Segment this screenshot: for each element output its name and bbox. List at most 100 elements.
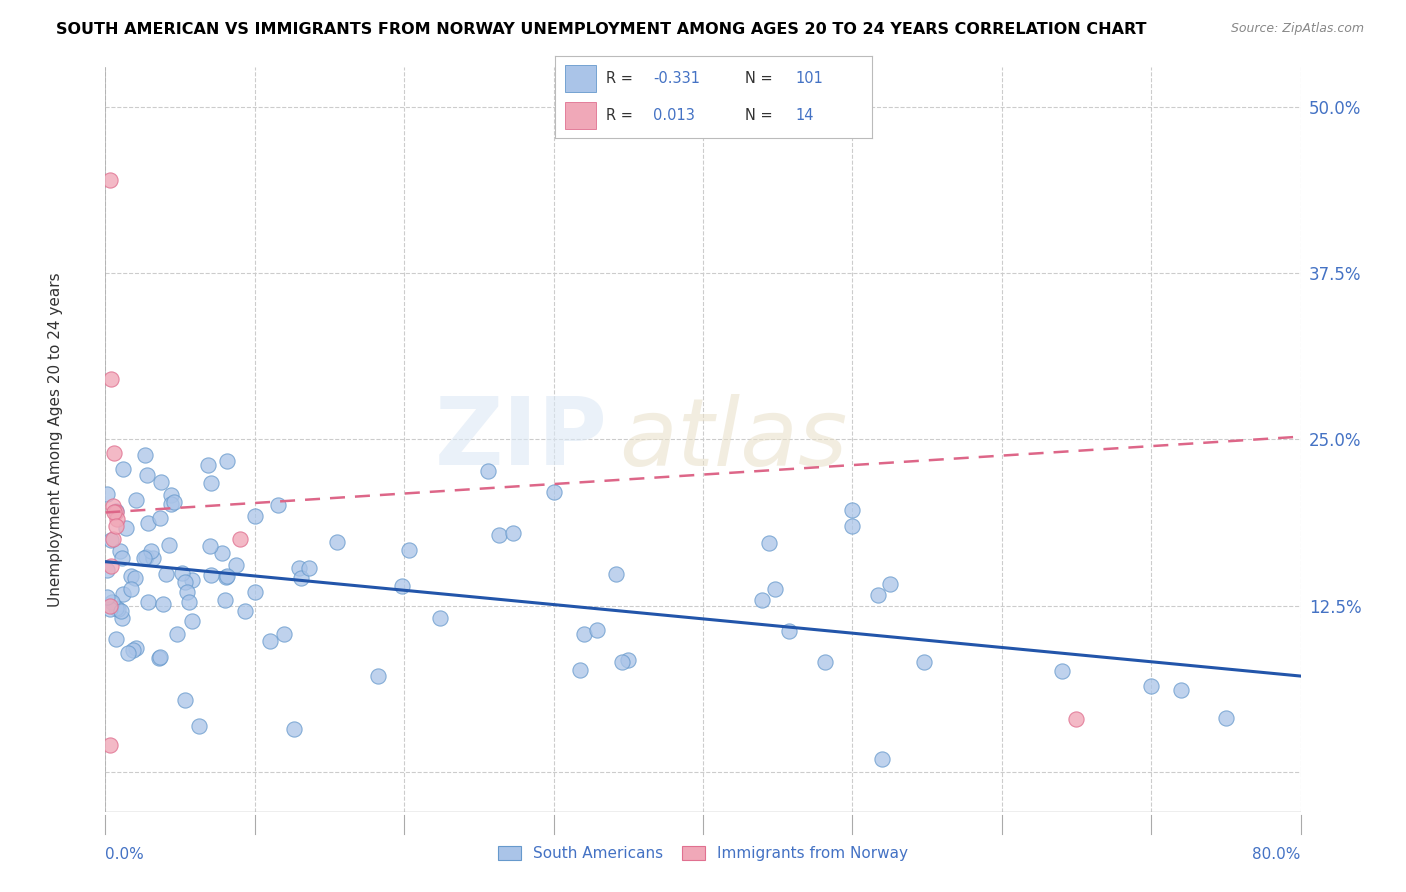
Point — [136, 468, 159, 483]
Text: 0.0%: 0.0% — [105, 847, 145, 863]
Point — [502, 525, 524, 540]
Point — [149, 510, 172, 524]
Point — [104, 518, 127, 533]
Point — [110, 604, 132, 618]
Point — [173, 693, 195, 707]
Point — [101, 594, 124, 608]
Point — [121, 569, 143, 583]
Bar — [565, 103, 596, 129]
Point — [172, 566, 194, 580]
Point — [96, 562, 118, 576]
Point — [197, 458, 219, 472]
Point — [105, 504, 128, 518]
Text: ZIP: ZIP — [434, 393, 607, 485]
Point — [141, 544, 163, 558]
Text: 101: 101 — [796, 71, 824, 87]
Point — [225, 558, 247, 572]
Point — [142, 550, 165, 565]
Point — [134, 448, 156, 462]
Point — [111, 462, 134, 476]
Point — [100, 533, 122, 547]
Point — [778, 624, 800, 639]
Point — [149, 649, 172, 664]
Point — [115, 521, 138, 535]
Point — [152, 597, 174, 611]
Bar — [565, 65, 596, 92]
Point — [176, 584, 198, 599]
Point — [157, 538, 180, 552]
Point — [163, 495, 186, 509]
Point — [1050, 664, 1073, 678]
Point — [297, 561, 319, 575]
Point — [166, 627, 188, 641]
Text: 0.013: 0.013 — [654, 108, 696, 123]
Point — [267, 498, 290, 512]
Point — [107, 512, 129, 526]
Point — [200, 476, 222, 491]
Point — [117, 646, 139, 660]
Point — [136, 516, 159, 530]
Text: Unemployment Among Ages 20 to 24 years: Unemployment Among Ages 20 to 24 years — [48, 272, 63, 607]
Point — [243, 509, 266, 524]
Point — [96, 590, 118, 604]
Point — [120, 582, 142, 596]
Point — [98, 599, 121, 613]
Point — [259, 633, 281, 648]
Point — [101, 499, 124, 513]
Point — [124, 493, 146, 508]
Point — [155, 566, 177, 581]
Point — [98, 738, 121, 752]
Point — [111, 611, 134, 625]
Point — [103, 445, 125, 459]
Point — [107, 602, 129, 616]
Point — [198, 539, 221, 553]
Point — [215, 454, 238, 468]
Point — [586, 623, 609, 637]
Point — [367, 669, 389, 683]
Point — [229, 532, 252, 546]
Point — [751, 593, 773, 607]
Point — [180, 573, 202, 587]
Legend: South Americans, Immigrants from Norway: South Americans, Immigrants from Norway — [492, 839, 914, 867]
Point — [574, 627, 596, 641]
Point — [173, 575, 195, 590]
Point — [100, 558, 122, 573]
Text: atlas: atlas — [619, 393, 848, 485]
Point — [429, 611, 451, 625]
Point — [188, 719, 211, 733]
Point — [488, 528, 510, 542]
Point — [814, 656, 837, 670]
Point — [101, 532, 124, 546]
Point — [98, 602, 121, 616]
Point — [288, 561, 311, 575]
Text: Source: ZipAtlas.com: Source: ZipAtlas.com — [1230, 22, 1364, 36]
Text: R =: R = — [606, 108, 633, 123]
Point — [326, 534, 349, 549]
Point — [616, 653, 638, 667]
Point — [283, 722, 305, 736]
Text: 80.0%: 80.0% — [1253, 847, 1301, 863]
Text: -0.331: -0.331 — [654, 71, 700, 87]
Point — [112, 587, 135, 601]
Point — [211, 546, 233, 560]
Point — [1140, 679, 1163, 693]
Point — [610, 656, 633, 670]
Point — [1215, 711, 1237, 725]
Point — [605, 567, 627, 582]
Point — [124, 641, 146, 656]
Point — [214, 593, 236, 607]
Point — [177, 594, 200, 608]
Point — [180, 614, 202, 628]
Point — [160, 497, 183, 511]
Point — [149, 475, 172, 490]
Point — [100, 372, 122, 386]
Text: N =: N = — [745, 108, 773, 123]
Point — [543, 485, 565, 500]
Point — [841, 518, 863, 533]
Point — [866, 589, 889, 603]
Point — [1170, 682, 1192, 697]
Point — [96, 487, 118, 501]
Point — [105, 632, 128, 646]
Point — [103, 506, 125, 520]
Point — [124, 571, 146, 585]
